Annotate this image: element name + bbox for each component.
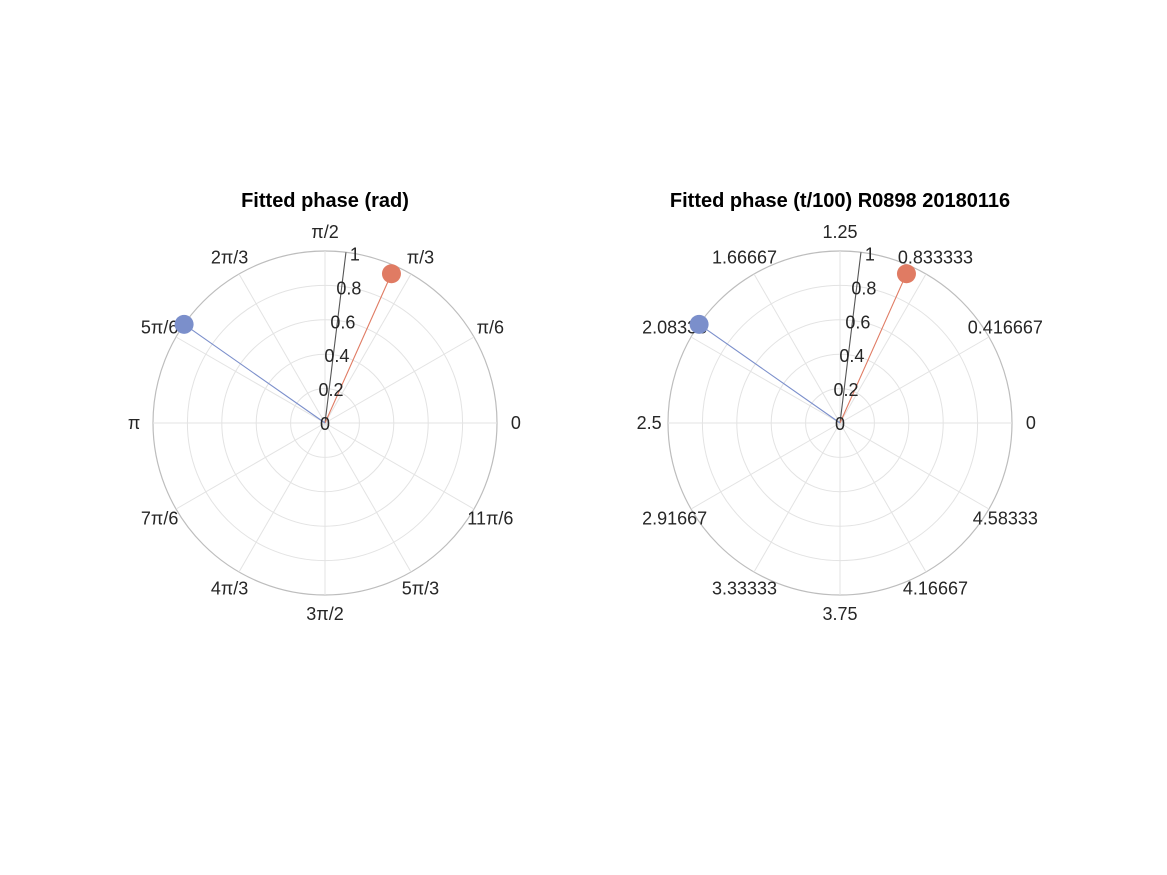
theta-tick-label: 0 (511, 413, 521, 433)
theta-tick-label: 0.416667 (968, 318, 1043, 338)
theta-tick-label: 3.75 (822, 604, 857, 624)
theta-tick-label: 3π/2 (306, 604, 343, 624)
series-line (839, 273, 907, 424)
r-tick-label: 0.8 (336, 278, 361, 298)
theta-tick-label: 4.58333 (973, 508, 1038, 528)
grid-spoke (839, 273, 927, 424)
grid-spoke (753, 422, 841, 573)
theta-tick-label: π/2 (311, 222, 338, 242)
theta-tick-label: π (128, 413, 140, 433)
series-line (324, 273, 392, 424)
series-line (183, 323, 326, 424)
theta-tick-label: 1.25 (822, 222, 857, 242)
grid-spoke (324, 422, 475, 510)
theta-tick-label: 11π/6 (467, 508, 513, 528)
theta-tick-label: 5π/6 (141, 318, 178, 338)
grid-spoke (690, 422, 841, 510)
series-point (381, 264, 401, 284)
r-tick-label: 0.4 (839, 346, 864, 366)
grid-spoke (839, 336, 990, 424)
theta-tick-label: 4.16667 (903, 578, 968, 598)
theta-tick-label: 3.33333 (712, 578, 777, 598)
grid-spoke (839, 422, 990, 510)
theta-tick-label: 4π/3 (211, 578, 248, 598)
theta-tick-label: 2.91667 (642, 508, 707, 528)
grid-spoke (238, 422, 326, 573)
grid-spoke (324, 422, 412, 573)
grid-spoke (690, 336, 841, 424)
r-tick-label: 0.4 (324, 346, 349, 366)
r-tick-label: 0.6 (330, 312, 355, 332)
grid-spoke (324, 273, 412, 424)
grid-spoke (175, 336, 326, 424)
series-point (174, 314, 194, 334)
grid-spoke (175, 422, 326, 510)
grid-spoke (753, 273, 841, 424)
theta-tick-label: 2.5 (637, 413, 662, 433)
theta-tick-label: 0.833333 (898, 248, 973, 268)
grid-spoke (839, 422, 927, 573)
grid-spoke (324, 336, 475, 424)
series-line (324, 252, 347, 424)
polar-chart-t100: 00.4166670.8333331.251.666672.083332.52.… (637, 190, 1043, 624)
chart-title: Fitted phase (t/100) R0898 20180116 (670, 190, 1010, 212)
series-point (689, 314, 709, 334)
theta-tick-label: π/6 (477, 318, 504, 338)
theta-tick-label: 0 (1026, 413, 1036, 433)
r-tick-label: 0.2 (833, 380, 858, 400)
r-tick-label: 0.6 (845, 312, 870, 332)
series-point (896, 264, 916, 284)
theta-tick-label: 7π/6 (141, 508, 178, 528)
theta-tick-label: 2π/3 (211, 248, 248, 268)
series-line (698, 323, 841, 424)
theta-tick-label: 5π/3 (402, 578, 439, 598)
r-tick-label: 0.8 (851, 278, 876, 298)
theta-tick-label: 1.66667 (712, 248, 777, 268)
chart-title: Fitted phase (rad) (241, 190, 409, 212)
polar-chart-rad: 0 π/6 π/3 π/2 2π/3 5π/6 π 7π/6 4π/3 3π/2 5π/3 11π/6… (128, 190, 521, 624)
theta-tick-label: π/3 (407, 248, 434, 268)
grid-spoke (238, 273, 326, 424)
series-line (839, 252, 862, 424)
r-tick-label: 0 (320, 414, 330, 434)
r-tick-label: 1 (865, 245, 875, 265)
r-tick-label: 0.2 (318, 380, 343, 400)
r-tick-label: 1 (350, 245, 360, 265)
r-tick-label: 0 (835, 414, 845, 434)
